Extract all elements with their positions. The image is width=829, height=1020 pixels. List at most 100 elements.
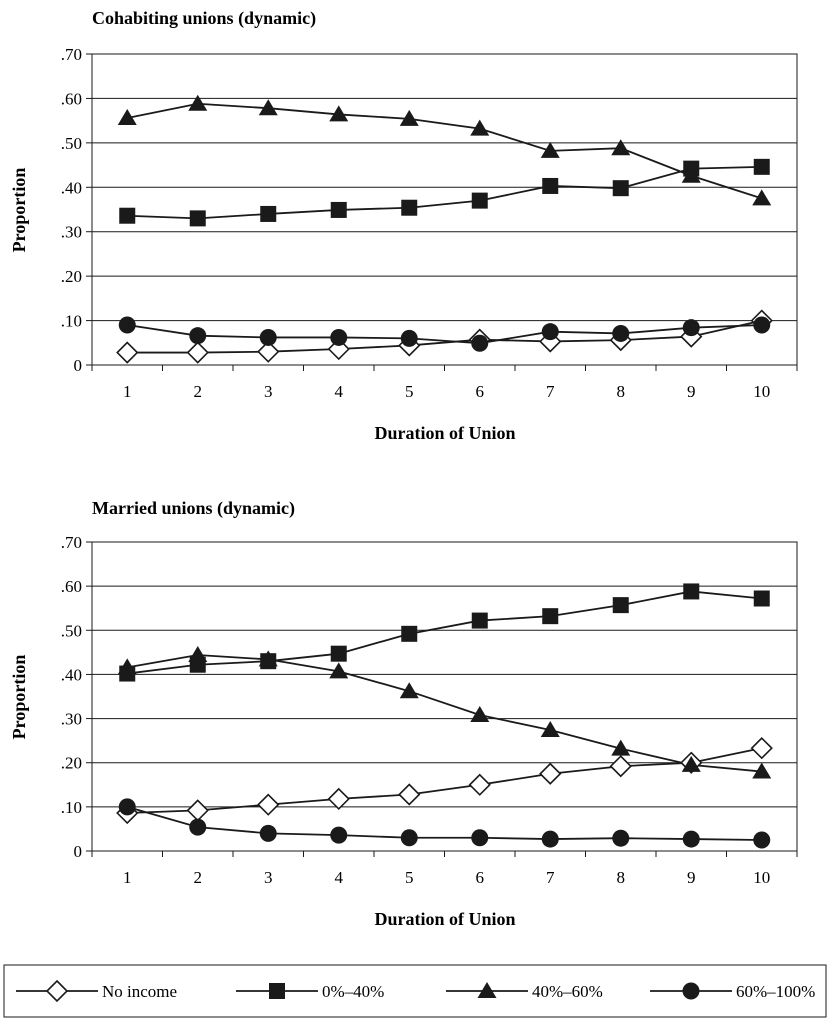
data-point (682, 319, 700, 337)
data-point (399, 682, 419, 699)
x-tick-label: 8 (617, 382, 626, 401)
series-line-0 (127, 747, 762, 814)
chart-title: Cohabiting unions (dynamic) (92, 8, 316, 29)
y-tick-label: .40 (61, 178, 82, 197)
series-line-2 (127, 102, 763, 200)
y-tick-label: .40 (61, 665, 82, 684)
data-point (401, 625, 418, 642)
chart-title: Married unions (dynamic) (92, 498, 295, 519)
data-point (540, 721, 560, 738)
data-point (400, 829, 418, 847)
x-tick-label: 7 (546, 868, 555, 887)
x-tick-label: 6 (476, 382, 485, 401)
data-point (329, 105, 349, 122)
data-point (186, 799, 209, 822)
data-point (541, 323, 559, 341)
y-axis-label: Proportion (9, 168, 29, 253)
data-point (189, 818, 207, 836)
series-line-1 (127, 590, 762, 675)
data-point (542, 608, 559, 625)
series-line-2 (127, 654, 762, 773)
data-point (399, 109, 419, 126)
data-point (753, 316, 771, 334)
data-point (330, 826, 348, 844)
data-point (470, 706, 490, 723)
data-point (750, 737, 773, 760)
x-tick-label: 4 (335, 868, 344, 887)
data-point (681, 755, 701, 772)
data-point (468, 773, 491, 796)
y-tick-label: .50 (61, 621, 82, 640)
y-tick-label: .20 (61, 267, 82, 286)
data-point (541, 830, 559, 848)
x-tick-label: 9 (687, 868, 696, 887)
legend-item: No income (16, 979, 177, 1003)
data-point (609, 755, 632, 778)
y-tick-label: .60 (61, 89, 82, 108)
x-axis-label: Duration of Union (374, 909, 515, 929)
data-point (752, 762, 772, 779)
data-point (329, 662, 349, 679)
legend-label: 40%–60% (532, 982, 603, 1001)
data-point (188, 94, 208, 111)
data-point (118, 316, 136, 334)
data-point (471, 829, 489, 847)
data-point (611, 739, 631, 756)
legend-item: 0%–40% (236, 982, 384, 1001)
data-point (612, 597, 629, 614)
y-tick-label: 0 (74, 356, 83, 375)
data-point (398, 783, 421, 806)
data-point (752, 189, 772, 206)
data-point (117, 658, 137, 675)
x-axis-label: Duration of Union (374, 423, 515, 443)
y-tick-label: .70 (61, 45, 82, 64)
legend-label: 0%–40% (322, 982, 384, 1001)
series-line-3 (127, 805, 762, 841)
y-tick-label: .30 (61, 710, 82, 729)
data-point (330, 201, 347, 218)
x-tick-label: 4 (335, 382, 344, 401)
series-line-3 (127, 324, 762, 345)
x-tick-label: 2 (194, 382, 203, 401)
legend-marker (269, 983, 285, 999)
data-point (612, 324, 630, 342)
data-point (189, 327, 207, 345)
series-line-1 (127, 165, 762, 220)
data-point (471, 192, 488, 209)
x-tick-label: 2 (194, 868, 203, 887)
legend-item: 60%–100% (650, 982, 815, 1001)
x-tick-label: 10 (753, 868, 770, 887)
series-line-0 (127, 319, 762, 354)
y-tick-label: 0 (74, 842, 83, 861)
legend-label: No income (102, 982, 177, 1001)
data-point (260, 205, 277, 222)
data-point (257, 793, 280, 816)
x-tick-label: 5 (405, 868, 414, 887)
data-point (116, 341, 139, 364)
data-point (188, 646, 208, 663)
y-tick-label: .60 (61, 577, 82, 596)
data-point (330, 328, 348, 346)
data-point (257, 340, 280, 363)
data-point (401, 199, 418, 216)
data-point (330, 645, 347, 662)
x-tick-label: 3 (264, 868, 273, 887)
data-point (540, 141, 560, 158)
data-point (327, 787, 350, 811)
data-point (258, 99, 278, 116)
legend: No income 0%–40% 40%–60% 60%–100% (3, 964, 827, 1018)
data-point (753, 831, 771, 849)
x-tick-label: 3 (264, 382, 273, 401)
data-point (119, 207, 136, 224)
data-point (186, 341, 209, 364)
data-point (539, 762, 562, 785)
data-point (117, 108, 137, 125)
x-tick-label: 7 (546, 382, 555, 401)
data-point (612, 829, 630, 847)
y-axis-label: Proportion (9, 655, 29, 740)
data-point (471, 334, 489, 352)
data-point (753, 158, 770, 175)
chart-cohabiting: Cohabiting unions (dynamic) Proportion D… (9, 8, 798, 443)
legend-marker (45, 979, 69, 1003)
